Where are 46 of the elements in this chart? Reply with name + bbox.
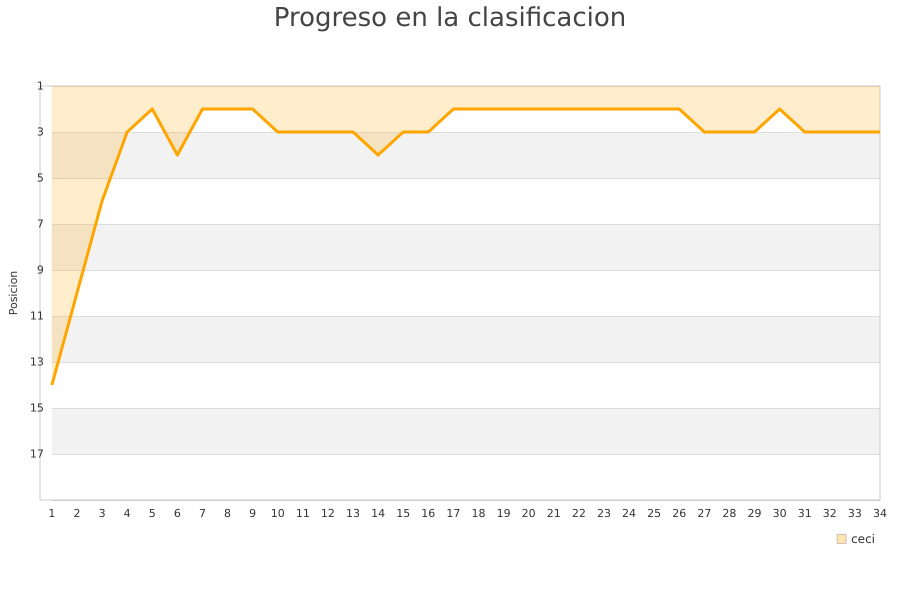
x-tick-label: 34	[873, 507, 887, 520]
x-tick-label: 6	[174, 507, 181, 520]
y-tick-label: 7	[36, 218, 44, 230]
x-tick-label: 15	[396, 507, 410, 520]
y-tick-label: 15	[30, 402, 44, 414]
x-tick-label: 14	[371, 507, 386, 520]
x-tick-label: 28	[722, 507, 736, 520]
x-tick-label: 10	[270, 507, 285, 520]
x-tick-label: 30	[772, 507, 787, 520]
y-tick-label: 17	[30, 448, 44, 460]
x-tick-label: 12	[320, 507, 335, 520]
x-tick-label: 21	[546, 507, 561, 520]
x-tick-label: 26	[672, 507, 686, 520]
x-tick-label: 8	[224, 507, 232, 520]
y-tick-label: 13	[30, 356, 44, 368]
legend-label: ceci	[851, 532, 876, 546]
chart-title: Progreso en la clasificacion	[274, 3, 626, 33]
x-tick-label: 22	[572, 507, 586, 520]
y-tick-label: 3	[36, 126, 44, 138]
x-tick-label: 32	[822, 507, 837, 520]
x-tick-label: 16	[421, 507, 436, 520]
y-tick-label: 5	[36, 172, 44, 184]
x-tick-label: 4	[124, 507, 131, 520]
x-tick-label: 20	[522, 507, 536, 520]
x-tick-label: 3	[98, 507, 106, 520]
x-tick-label: 13	[346, 507, 360, 520]
x-tick-label: 23	[596, 507, 611, 520]
x-tick-label: 19	[496, 507, 511, 520]
x-tick-label: 18	[471, 507, 486, 520]
x-tick-label: 1	[48, 507, 56, 520]
x-tick-label: 2	[73, 507, 80, 520]
y-axis-title: Posicion	[7, 270, 20, 316]
x-tick-label: 33	[848, 507, 862, 520]
x-tick-label: 5	[148, 507, 156, 520]
x-tick-label: 25	[647, 507, 662, 520]
x-tick-label: 11	[296, 507, 310, 520]
x-tick-label: 29	[748, 507, 762, 520]
x-tick-label: 27	[697, 507, 712, 520]
y-tick-label: 11	[30, 310, 44, 322]
y-tick-label: 9	[36, 264, 44, 276]
x-tick-label: 31	[798, 507, 812, 520]
x-tick-label: 24	[622, 507, 636, 520]
x-tick-label: 7	[198, 507, 206, 520]
x-tick-label: 9	[249, 507, 256, 520]
y-tick-label: 1	[36, 80, 44, 92]
x-tick-label: 17	[446, 507, 460, 520]
